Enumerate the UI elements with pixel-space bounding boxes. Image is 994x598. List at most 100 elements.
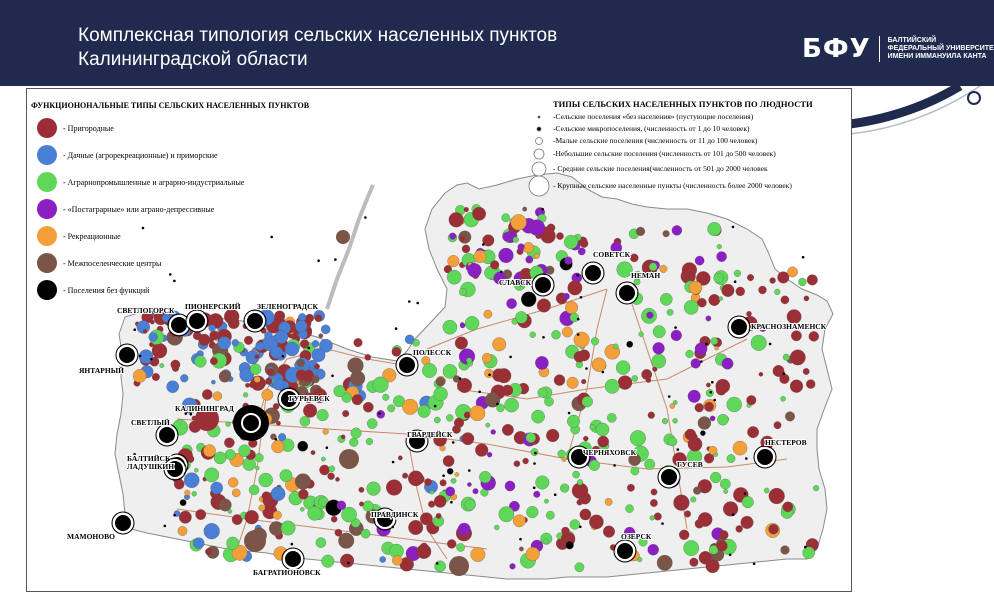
settlement-dot — [610, 241, 623, 254]
settlement-dot — [243, 392, 249, 398]
settlement-dot — [648, 262, 658, 271]
settlement-dot — [625, 504, 634, 513]
settlement-dot — [494, 524, 500, 531]
settlement-dot — [483, 309, 493, 319]
micro-settlement-dot — [752, 562, 756, 566]
settlement-dot — [697, 512, 713, 527]
settlement-dot — [513, 460, 521, 467]
settlement-dot — [768, 487, 785, 505]
settlement-dot — [637, 557, 643, 563]
settlement-dot — [646, 311, 654, 319]
settlement-dot — [647, 411, 655, 419]
settlement-dot — [183, 472, 200, 488]
city-marker-11 — [157, 425, 177, 445]
settlement-dot — [366, 481, 381, 496]
micro-settlement-dot — [519, 537, 522, 541]
micro-settlement-dot — [184, 412, 188, 415]
settlement-dot — [456, 543, 465, 552]
settlement-dot — [526, 506, 539, 519]
settlement-dot — [569, 312, 580, 323]
settlement-dot — [284, 341, 300, 357]
settlement-dot — [379, 556, 386, 563]
settlement-dot — [501, 384, 514, 396]
settlement-dot — [151, 373, 160, 381]
legend-swatch-4 — [37, 226, 57, 246]
settlement-dot — [327, 472, 335, 480]
settlement-dot — [688, 280, 703, 295]
settlement-dot — [442, 319, 458, 335]
city-markers: СОВЕТСК НЕМАН СЛАВСК КРАСНОЗНАМЕНСК СВЕТЛОГО… — [66, 249, 828, 578]
micro-settlement-dot — [163, 524, 167, 528]
settlement-dot — [485, 422, 491, 428]
settlement-dot — [747, 274, 754, 282]
legend-swatch-2 — [37, 172, 57, 192]
settlement-dot — [546, 428, 560, 443]
settlement-dot — [562, 326, 573, 338]
settlement-dot — [652, 342, 665, 355]
settlement-dot — [151, 343, 168, 359]
settlement-dot — [212, 391, 223, 401]
settlement-dot — [312, 388, 328, 403]
settlement-dot — [714, 346, 719, 351]
city-ring-7 — [395, 353, 419, 377]
city-label-7: ПОЛЕССК — [413, 348, 452, 357]
settlement-dot — [350, 427, 362, 439]
settlement-dot — [335, 477, 340, 482]
settlement-dot — [320, 324, 331, 335]
settlement-dot — [709, 415, 716, 422]
settlement-dot — [142, 329, 148, 334]
settlement-dot — [806, 379, 816, 389]
settlement-dot — [662, 230, 670, 238]
size-swatch-5 — [528, 175, 550, 197]
settlement-dot — [253, 376, 261, 383]
settlement-dot — [417, 404, 431, 418]
settlement-dot — [225, 421, 231, 427]
settlement-dot — [713, 273, 724, 284]
settlement-dot — [341, 392, 352, 403]
city-label-9: КАЛИНИНГРАД — [175, 404, 235, 413]
settlement-dot — [763, 487, 770, 494]
settlement-dot — [735, 286, 745, 297]
settlement-dot — [689, 557, 699, 567]
settlement-dot — [360, 528, 371, 539]
settlement-dot — [502, 424, 514, 436]
settlement-dot — [387, 404, 396, 413]
settlement-dot — [422, 363, 437, 378]
settlement-dot — [466, 357, 473, 364]
micro-settlement-dot — [661, 522, 664, 525]
city-label-12: ГВАРДЕЙСК — [407, 430, 453, 439]
settlement-dot — [433, 432, 447, 447]
settlement-dot — [774, 288, 781, 295]
title-line-1: Комплексная типология сельских населенны… — [78, 25, 558, 46]
settlement-dot — [402, 398, 419, 415]
settlement-dot — [649, 515, 655, 521]
settlement-dot — [490, 429, 496, 435]
settlement-dot — [446, 414, 454, 422]
settlement-dot — [669, 403, 676, 409]
settlement-dot — [307, 506, 322, 521]
micro-settlement-dot — [804, 545, 807, 549]
settlement-dot — [716, 540, 728, 552]
settlement-dot — [316, 409, 329, 422]
legend-swatch-5 — [37, 253, 57, 273]
settlement-dot — [504, 397, 519, 413]
settlement-dot — [787, 266, 798, 278]
title-line-2: Калининградской области — [78, 49, 308, 70]
city-marker-18 — [113, 513, 133, 533]
settlement-dot — [192, 537, 205, 549]
settlement-dot — [512, 236, 519, 243]
settlement-dot — [573, 351, 586, 363]
settlement-dot — [569, 519, 580, 530]
micro-settlement-dot — [576, 333, 580, 336]
settlement-map: СОВЕТСК НЕМАН СЛАВСК КРАСНОЗНАМЕНСК СВЕТЛОГО… — [31, 99, 834, 580]
settlement-dot — [132, 369, 147, 383]
settlement-dot — [758, 323, 767, 332]
settlement-dot — [349, 437, 359, 447]
settlement-dot — [630, 466, 640, 476]
micro-settlement-dot — [133, 328, 136, 331]
logo-line-3: ИМЕНИ ИММАНУИЛА КАНТА — [887, 53, 987, 60]
settlement-dot — [340, 553, 355, 568]
settlement-dot — [544, 498, 549, 504]
settlement-dot — [588, 459, 600, 471]
settlement-dot — [509, 563, 516, 570]
